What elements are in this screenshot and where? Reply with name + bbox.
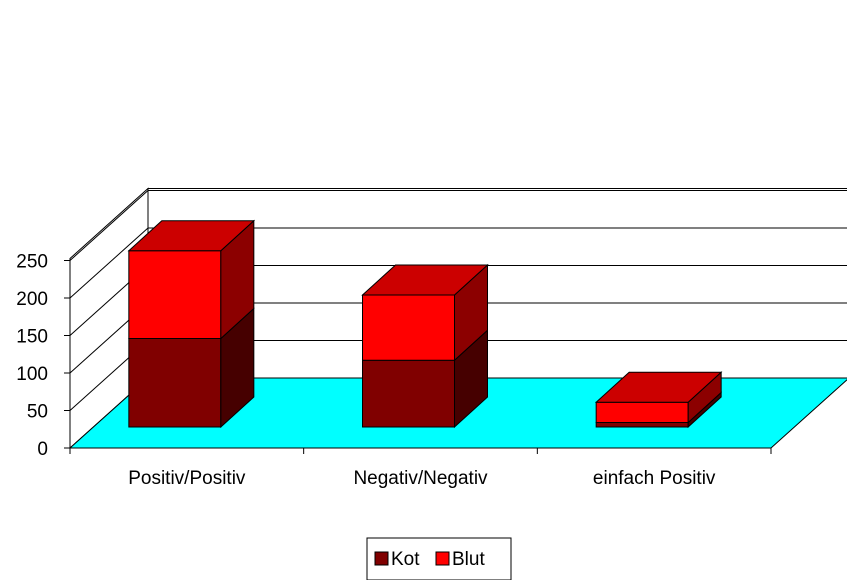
bar-front-kot-0 — [128, 338, 222, 428]
bar-front-blut-1 — [362, 294, 455, 361]
gridline-side-5 — [69, 190, 149, 261]
y-tick-label-3: 150 — [16, 327, 48, 348]
bars — [127, 219, 723, 429]
legend-swatch-blut — [435, 551, 450, 566]
x-label-1: Negativ/Negativ — [353, 468, 488, 489]
bar-kot-1 — [362, 329, 488, 429]
legend-swatch-kot — [374, 551, 389, 566]
bar-blut-0 — [127, 219, 256, 340]
y-axis-ticks: 0 50 100 150 200 250 — [16, 252, 70, 460]
x-label-0: Positiv/Positiv — [128, 468, 246, 489]
bar-top-0 — [127, 220, 256, 252]
bar-top-1 — [361, 264, 489, 296]
legend-label-blut: Blut — [452, 549, 485, 570]
y-tick-label-0: 0 — [37, 439, 48, 460]
y-tick-label-5: 250 — [16, 252, 48, 273]
legend-label-kot: Kot — [391, 549, 420, 570]
gridlines — [69, 190, 847, 411]
bar-front-blut-0 — [128, 250, 222, 339]
y-tick-label-2: 100 — [16, 364, 48, 385]
bar-kot-0 — [128, 307, 255, 429]
axes — [69, 258, 772, 454]
y-tick-label-4: 200 — [16, 289, 48, 310]
bar-top-2 — [594, 371, 723, 403]
bar-front-kot-1 — [362, 359, 455, 428]
bar-blut-2 — [594, 371, 723, 424]
legend: Kot Blut — [366, 537, 512, 581]
gridline-side-4 — [69, 227, 149, 299]
bar-blut-1 — [361, 263, 489, 362]
x-axis-labels: Positiv/Positiv Negativ/Negativ einfach Po… — [128, 468, 716, 489]
bar-front-blut-2 — [595, 401, 689, 423]
bar-front-kot-2 — [595, 422, 689, 428]
x-label-2: einfach Positiv — [593, 468, 716, 489]
y-tick-label-1: 50 — [27, 402, 48, 423]
